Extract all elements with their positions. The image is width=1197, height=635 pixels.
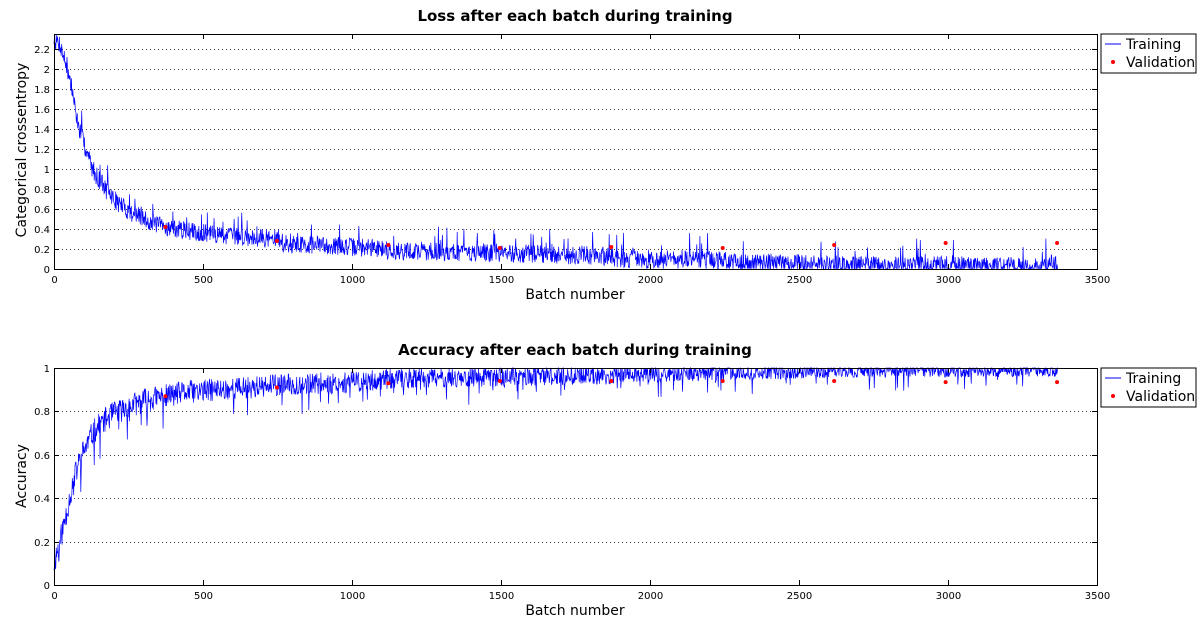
validation-point <box>609 245 614 249</box>
validation-point <box>274 385 279 390</box>
chart-title: Accuracy after each batch during trainin… <box>398 341 752 359</box>
y-tick-label: 0.8 <box>34 185 50 196</box>
x-tick-label: 500 <box>194 275 213 286</box>
legend: Training Validation <box>1100 33 1197 74</box>
training-series <box>53 33 1058 271</box>
y-tick-label: 0 <box>44 265 50 276</box>
y-axis-label: Accuracy <box>14 444 30 508</box>
legend-box <box>1100 367 1197 408</box>
y-tick-label: 2 <box>44 65 50 76</box>
y-tick-label: 2.2 <box>34 45 50 56</box>
y-tick-label: 0 <box>44 581 50 592</box>
validation-point <box>943 241 948 245</box>
validation-point <box>386 381 391 386</box>
accuracy-chart: Accuracy after each batch during trainin… <box>14 341 1197 619</box>
y-tick-label: 1.2 <box>34 145 50 156</box>
y-axis-label: Categorical crossentropy <box>14 63 30 238</box>
y-tick-label: 0.2 <box>34 245 50 256</box>
legend-training-label: Training <box>1125 37 1181 53</box>
x-tick-label: 3500 <box>1085 591 1110 602</box>
validation-point <box>497 246 502 250</box>
y-tick-label: 0.8 <box>34 407 50 418</box>
legend-validation-label: Validation <box>1126 55 1195 71</box>
x-tick-label: 1000 <box>340 275 365 286</box>
validation-point <box>1055 241 1060 245</box>
y-tick-label: 0.4 <box>34 494 50 505</box>
x-tick-label: 2000 <box>638 275 663 286</box>
training-line <box>53 33 1058 271</box>
x-tick-label: 0 <box>51 591 57 602</box>
validation-point <box>720 246 725 250</box>
x-tick-label: 2500 <box>787 275 812 286</box>
validation-series <box>163 379 1060 399</box>
x-axis-label: Batch number <box>525 603 625 619</box>
y-tick-label: 0.4 <box>34 225 50 236</box>
validation-point <box>720 379 725 384</box>
y-tick-label: 1.8 <box>34 85 50 96</box>
chart-title: Loss after each batch during training <box>417 7 732 25</box>
y-tick-label: 1.6 <box>34 105 50 116</box>
x-tick-label: 2000 <box>638 591 663 602</box>
validation-point <box>1055 380 1060 385</box>
x-tick-label: 2500 <box>787 591 812 602</box>
training-line <box>53 366 1058 571</box>
validation-point <box>163 394 168 399</box>
x-tick-label: 3500 <box>1085 275 1110 286</box>
validation-point <box>386 243 391 247</box>
validation-point <box>832 243 837 247</box>
plot-frame <box>54 368 1098 586</box>
validation-point <box>832 379 837 384</box>
x-axis-label: Batch number <box>525 287 625 303</box>
y-tick-label: 0.6 <box>34 451 50 462</box>
validation-point <box>943 380 948 385</box>
x-tick-label: 0 <box>51 275 57 286</box>
plot-frame <box>54 34 1098 270</box>
x-tick-label: 500 <box>194 591 213 602</box>
validation-point <box>163 225 168 229</box>
legend-box <box>1100 33 1197 74</box>
training-series <box>53 366 1058 571</box>
x-tick-label: 3000 <box>936 275 961 286</box>
y-tick-label: 0.6 <box>34 205 50 216</box>
loss-chart: Loss after each batch during training 0 5… <box>14 7 1197 303</box>
x-tick-label: 1500 <box>489 275 514 286</box>
y-tick-label: 0.2 <box>34 538 50 549</box>
axis-ticks: 0 500 1000 1500 2000 2500 3000 3500 0 0.2 0.4 0.6 0.… <box>34 364 1110 602</box>
legend: Training Validation <box>1100 367 1197 408</box>
validation-point <box>609 379 614 384</box>
validation-series <box>163 225 1060 250</box>
y-tick-label: 1.4 <box>34 125 50 136</box>
x-tick-label: 1000 <box>340 591 365 602</box>
validation-point <box>497 379 502 384</box>
legend-training-label: Training <box>1125 371 1181 387</box>
x-tick-label: 3000 <box>936 591 961 602</box>
legend-validation-marker <box>1111 394 1115 398</box>
y-tick-label: 1 <box>44 364 50 375</box>
y-tick-label: 1 <box>44 165 50 176</box>
x-tick-label: 1500 <box>489 591 514 602</box>
legend-validation-marker <box>1111 60 1115 64</box>
legend-validation-label: Validation <box>1126 389 1195 405</box>
axis-ticks: 0 500 1000 1500 2000 2500 3000 3500 0 0.2 0.4 0.6 0.… <box>34 34 1110 286</box>
grid-lines <box>54 49 1097 250</box>
validation-point <box>274 239 279 243</box>
